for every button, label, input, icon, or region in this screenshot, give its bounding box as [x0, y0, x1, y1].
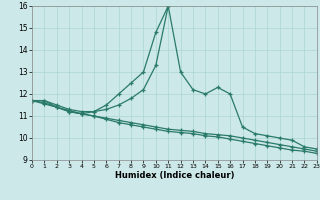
X-axis label: Humidex (Indice chaleur): Humidex (Indice chaleur) — [115, 171, 234, 180]
